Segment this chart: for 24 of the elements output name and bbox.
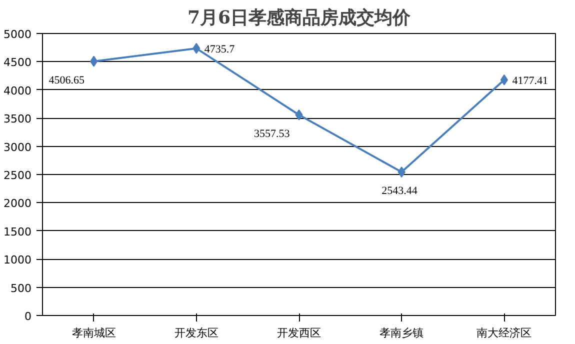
y-tick-label: 1000 bbox=[4, 254, 32, 267]
y-tick-label: 3500 bbox=[4, 112, 32, 126]
y-tick-label: 2000 bbox=[4, 197, 32, 210]
y-tick-label: 500 bbox=[10, 282, 32, 295]
data-label: 2543.44 bbox=[382, 185, 418, 198]
y-tick-label: 1500 bbox=[4, 225, 32, 238]
data-label: 4177.41 bbox=[512, 74, 548, 87]
x-tick-label: 南大经济区 bbox=[476, 326, 532, 340]
y-tick-label: 4000 bbox=[4, 84, 32, 98]
y-tick-label: 2500 bbox=[4, 169, 32, 182]
x-tick-label: 开发东区 bbox=[174, 326, 218, 340]
data-label: 3557.53 bbox=[254, 128, 290, 140]
y-tick-label: 0 bbox=[24, 310, 32, 323]
y-tick-label: 3000 bbox=[4, 140, 32, 154]
y-tick-label: 5000 bbox=[4, 28, 32, 41]
x-tick-label: 孝南城区 bbox=[72, 326, 116, 340]
chart-title: 7月6日孝感商品房成交均价 bbox=[187, 8, 412, 28]
y-tick-label: 4500 bbox=[4, 56, 32, 70]
data-label: 4506.65 bbox=[48, 74, 86, 86]
x-tick-label: 孝南乡镇 bbox=[380, 326, 424, 340]
data-label: 4735.7 bbox=[204, 43, 236, 56]
x-tick-label: 开发西区 bbox=[277, 326, 321, 340]
point bbox=[500, 74, 508, 86]
point bbox=[90, 56, 98, 67]
